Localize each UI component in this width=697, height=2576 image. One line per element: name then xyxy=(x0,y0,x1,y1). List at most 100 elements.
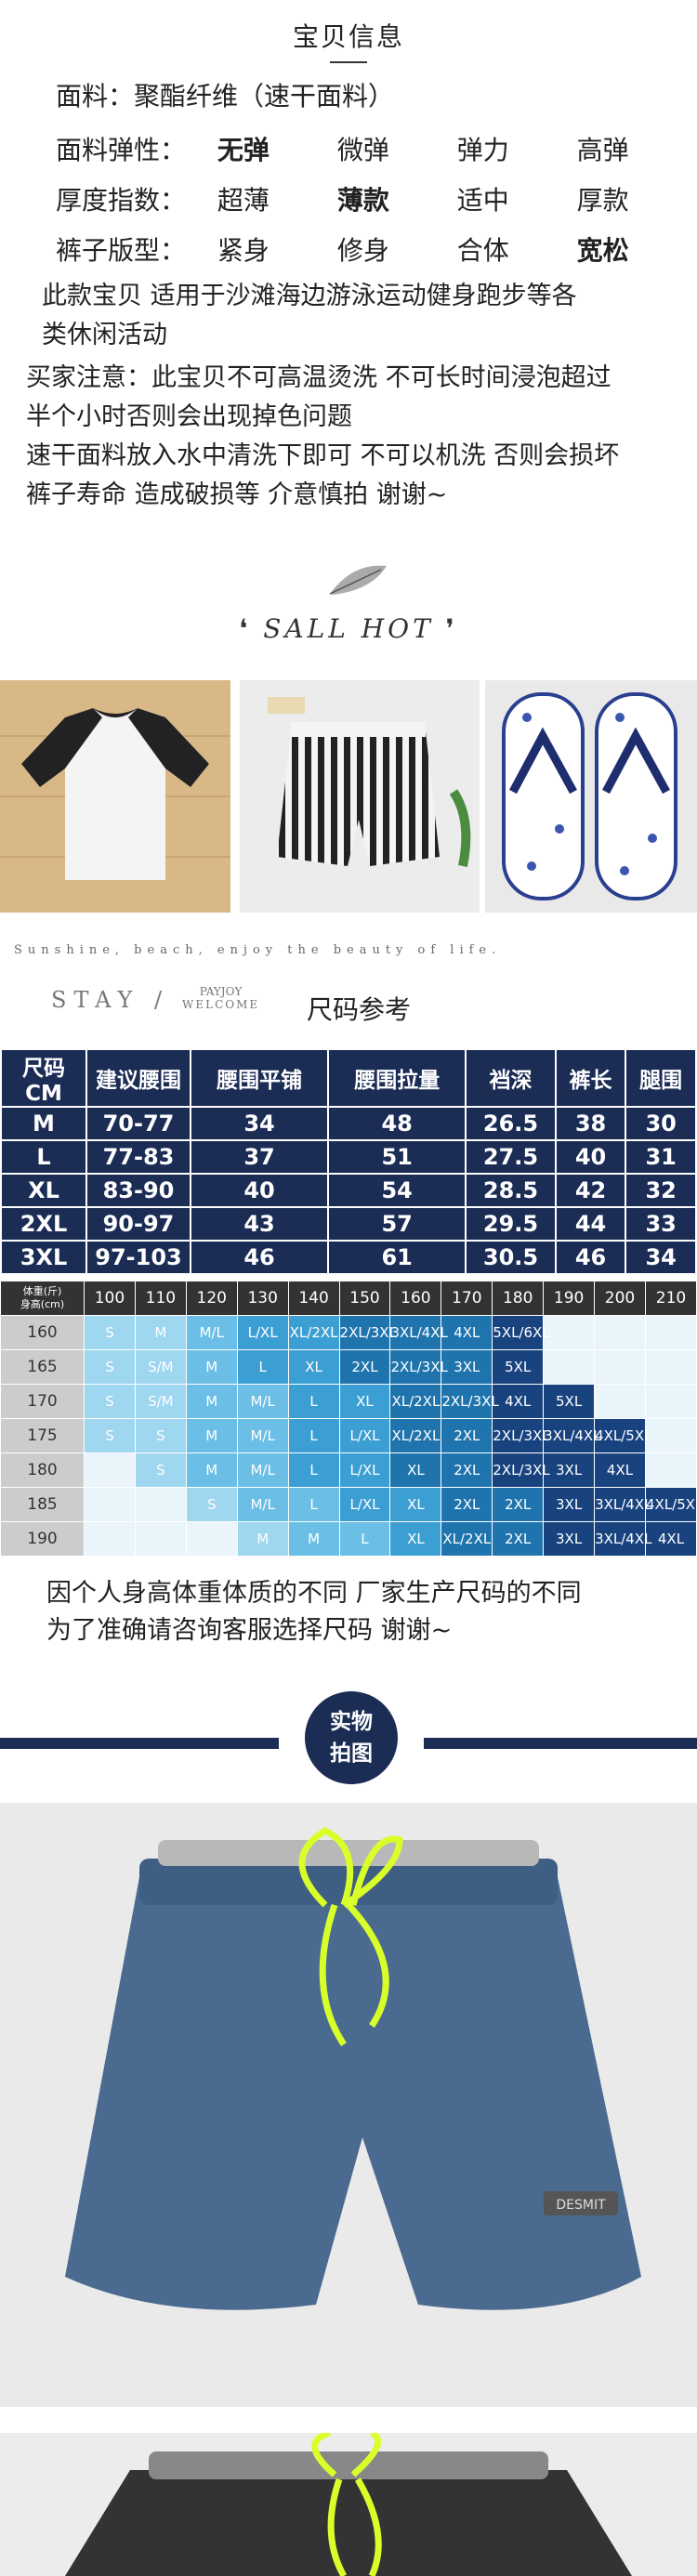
size-cell: 77-83 xyxy=(85,1139,191,1175)
size-suggestion-cell: 3XL/4XL xyxy=(594,1521,651,1557)
corner-height: 身高(cm) xyxy=(20,1298,65,1310)
size-suggestion-cell xyxy=(644,1384,697,1419)
height-weight-table: 体重(斤) 身高(cm) 100 110 120 130 140 150 160 170 180… xyxy=(0,1281,697,1557)
header-cell: 腿围 xyxy=(625,1048,697,1108)
size-suggestion-cell xyxy=(134,1521,187,1557)
size-suggestion-cell xyxy=(84,1487,136,1522)
usage-description: 此款宝贝 适用于沙滩海边游泳运动健身跑步等各 类休闲活动 xyxy=(42,277,577,355)
size-cell: 3XL xyxy=(0,1240,87,1275)
size-cell: 34 xyxy=(625,1240,697,1275)
size-table-row: L 77-83 37 51 27.5 40 31 xyxy=(0,1139,697,1175)
size-cell: 33 xyxy=(625,1206,697,1242)
size-cell: 54 xyxy=(327,1173,467,1208)
size-cell: 43 xyxy=(189,1206,330,1242)
notice-line: 速干面料放入水中清洗下即可 不可以机洗 否则会损坏 xyxy=(26,441,620,470)
black-shorts-photo xyxy=(0,2433,697,2576)
size-cell: 34 xyxy=(189,1106,330,1141)
sall-hot-heading: ❛ SALL HOT ❜ xyxy=(0,613,697,644)
size-cell: 2XL xyxy=(0,1206,87,1242)
size-suggestion-cell: 2XL/3XL xyxy=(441,1384,499,1419)
size-cell: 70-77 xyxy=(85,1106,191,1141)
size-suggestion-cell: XL/2XL xyxy=(287,1315,340,1350)
attr-option: 高弹 xyxy=(576,135,629,165)
weight-header-cell: 140 xyxy=(287,1281,340,1316)
flip-flops-photo xyxy=(485,680,697,913)
care-notice: 买家注意：此宝贝不可高温烫洗 不可长时间浸泡超过 半个小时否则会出现掉色问题 速… xyxy=(26,359,619,515)
size-suggestion-cell: S xyxy=(134,1418,187,1453)
size-suggestion-cell: XL xyxy=(287,1349,340,1385)
size-cell: 97-103 xyxy=(85,1240,191,1275)
notice-line: 裤子寿命 造成破损等 介意慎拍 谢谢~ xyxy=(26,480,448,509)
size-cell: 90-97 xyxy=(85,1206,191,1242)
header-cell: 裤长 xyxy=(554,1048,627,1108)
size-suggestion-cell: S xyxy=(84,1418,136,1453)
size-suggestion-cell: 2XL xyxy=(441,1487,493,1522)
note-line: 为了准确请咨询客服选择尺码 谢谢~ xyxy=(46,1616,453,1645)
size-table-row: XL 83-90 40 54 28.5 42 32 xyxy=(0,1173,697,1208)
size-suggestion-cell xyxy=(644,1452,697,1488)
size-note: 因个人身高体重体质的不同 厂家生产尺码的不同 为了准确请咨询客服选择尺码 谢谢~ xyxy=(46,1575,582,1649)
size-suggestion-cell: 2XL/3XL xyxy=(492,1418,550,1453)
attr-label: 面料弹性： xyxy=(56,135,187,165)
height-header-cell: 185 xyxy=(0,1487,85,1522)
weight-header-cell: 190 xyxy=(543,1281,596,1316)
height-row: 160 S M M/L L/XL XL/2XL 2XL/3XL 3XL/4XL 4XL 5XL/6… xyxy=(0,1315,697,1350)
size-suggestion-cell xyxy=(594,1384,646,1419)
size-suggestion-cell: L/XL xyxy=(236,1315,289,1350)
attr-option: 适中 xyxy=(456,185,509,216)
size-cell: L xyxy=(0,1139,87,1175)
weight-header-cell: 160 xyxy=(389,1281,442,1316)
size-table-row: M 70-77 34 48 26.5 38 30 xyxy=(0,1106,697,1141)
size-suggestion-cell: 4XL xyxy=(594,1452,646,1488)
attr-option: 宽松 xyxy=(576,235,629,266)
size-cell: M xyxy=(0,1106,87,1141)
size-suggestion-cell: 2XL xyxy=(441,1452,493,1488)
size-suggestion-cell: 4XL xyxy=(492,1384,545,1419)
banner-bar-right xyxy=(424,1738,697,1749)
attr-row-elasticity: 面料弹性： 无弹 微弹 弹力 高弹 xyxy=(56,132,689,169)
size-suggestion-cell: 5XL xyxy=(543,1384,596,1419)
size-suggestion-cell: M/L xyxy=(236,1487,289,1522)
size-suggestion-cell: XL xyxy=(389,1487,442,1522)
weight-header-row: 体重(斤) 身高(cm) 100 110 120 130 140 150 160 170 180… xyxy=(0,1281,697,1316)
size-suggestion-cell xyxy=(84,1521,136,1557)
size-suggestion-cell xyxy=(644,1349,697,1385)
payjoy-line: WELCOME xyxy=(182,998,260,1011)
size-suggestion-cell: L xyxy=(338,1521,391,1557)
attr-row-thickness: 厚度指数： 超薄 薄款 适中 厚款 xyxy=(56,182,689,219)
size-cell: 83-90 xyxy=(85,1173,191,1208)
size-suggestion-cell xyxy=(134,1487,187,1522)
size-suggestion-cell: 4XL/5XL xyxy=(644,1487,697,1522)
attr-option: 无弹 xyxy=(217,135,270,165)
size-suggestion-cell: 4XL/5XL xyxy=(594,1418,651,1453)
attr-option: 微弹 xyxy=(336,135,389,165)
tagline: Sunshine, beach, enjoy the beauty of lif… xyxy=(14,943,502,957)
size-cell: 61 xyxy=(327,1240,467,1275)
size-suggestion-cell: S xyxy=(84,1315,136,1350)
size-table: 尺码 CM 建议腰围 腰围平铺 腰围拉量 裆深 裤长 腿围 M 70-77 34 48… xyxy=(0,1048,697,1275)
size-suggestion-cell: L/XL xyxy=(338,1418,391,1453)
size-suggestion-cell: 2XL xyxy=(441,1418,493,1453)
size-suggestion-cell: 3XL/4XL xyxy=(594,1487,651,1522)
attr-option: 厚款 xyxy=(576,185,629,216)
size-suggestion-cell: M xyxy=(185,1418,238,1453)
size-suggestion-cell: 4XL xyxy=(644,1521,697,1557)
weight-header-cell: 170 xyxy=(441,1281,493,1316)
header-cell: 建议腰围 xyxy=(85,1048,191,1108)
size-suggestion-cell xyxy=(594,1349,646,1385)
attr-label: 裤子版型： xyxy=(56,235,187,266)
size-suggestion-cell: XL xyxy=(389,1521,442,1557)
size-cell: 29.5 xyxy=(465,1206,557,1242)
badge-line: 拍图 xyxy=(330,1741,373,1766)
size-cell: 32 xyxy=(625,1173,697,1208)
size-suggestion-cell: L xyxy=(287,1487,340,1522)
right-ornament-icon: ❜ xyxy=(433,613,458,644)
size-suggestion-cell: 2XL/3XL xyxy=(492,1452,550,1488)
size-suggestion-cell: L/XL xyxy=(338,1487,391,1522)
size-suggestion-cell xyxy=(84,1452,136,1488)
fabric-row: 面料：聚酯纤维（速干面料） xyxy=(56,78,394,115)
size-suggestion-cell xyxy=(644,1315,697,1350)
height-header-cell: 190 xyxy=(0,1521,85,1557)
banner-bar-left xyxy=(0,1738,279,1749)
payjoy-line: PAYJOY xyxy=(199,985,243,998)
